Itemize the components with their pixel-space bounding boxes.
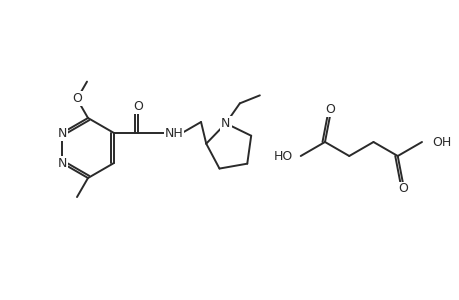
Text: O: O [325, 103, 334, 116]
Text: N: N [221, 117, 230, 130]
Text: O: O [133, 100, 143, 112]
Text: N: N [57, 127, 67, 140]
Text: O: O [397, 182, 407, 196]
Text: HO: HO [273, 149, 292, 163]
Text: O: O [72, 92, 82, 105]
Text: NH: NH [164, 127, 183, 140]
Text: OH: OH [431, 136, 450, 148]
Text: N: N [57, 157, 67, 169]
